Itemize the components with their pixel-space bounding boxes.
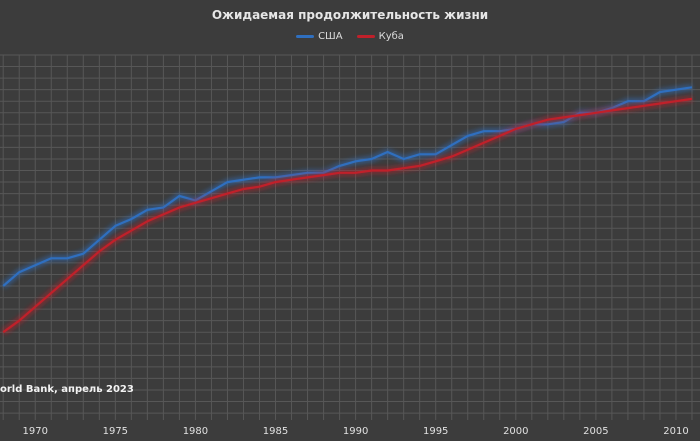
x-tick-label: 1970: [23, 426, 48, 437]
series-line-0: [2, 86, 693, 287]
legend-item-cuba[interactable]: Куба: [356, 31, 404, 42]
x-tick-label: 1990: [343, 426, 368, 437]
legend-label-usa: США: [318, 31, 343, 42]
x-tick-label: 2005: [583, 426, 608, 437]
series-glow-0: [1, 84, 693, 289]
x-tick-label: 2010: [663, 426, 688, 437]
x-tick-label: 1980: [183, 426, 208, 437]
grid: [0, 54, 700, 420]
x-tick-label: 1995: [423, 426, 448, 437]
x-tick-label: 2000: [503, 426, 528, 437]
chart-title: Ожидаемая продолжительность жизни: [211, 8, 489, 22]
legend-label-cuba: Куба: [378, 31, 404, 42]
legend-swatch-usa: [296, 35, 315, 38]
source-note: orld Bank, апрель 2023: [0, 384, 134, 395]
series-line-1: [2, 97, 693, 334]
legend: США Куба: [0, 31, 700, 42]
x-tick-label: 1985: [263, 426, 288, 437]
legend-item-usa[interactable]: США: [296, 31, 343, 42]
x-axis-ticks: 1970 1975 1980 1985 1990 1995 2000 2005 2010: [23, 426, 689, 437]
legend-swatch-cuba: [356, 35, 375, 38]
series-group: [1, 84, 693, 335]
x-tick-label: 1975: [103, 426, 128, 437]
